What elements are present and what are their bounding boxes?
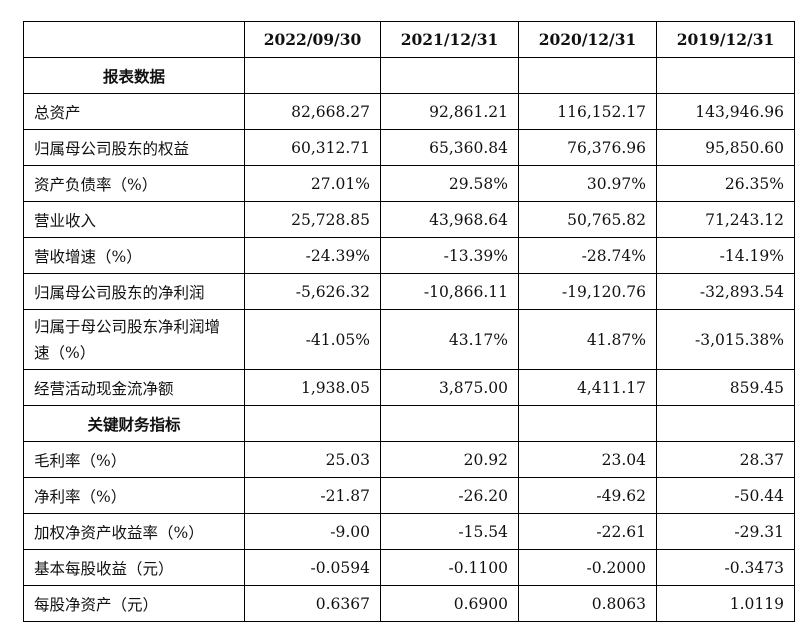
cell-value: -5,626.32 bbox=[244, 273, 381, 310]
financial-table: 2022/09/30 2021/12/31 2020/12/31 2019/12… bbox=[23, 21, 795, 622]
empty-cell bbox=[656, 405, 795, 442]
row-label: 每股净资产（元） bbox=[23, 585, 245, 622]
cell-value: -22.61 bbox=[518, 513, 657, 550]
cell-value: -50.44 bbox=[656, 477, 795, 514]
cell-value: -29.31 bbox=[656, 513, 795, 550]
row-label: 资产负债率（%） bbox=[23, 165, 245, 202]
table-row: 归属于母公司股东净利润增速（%） -41.05% 43.17% 41.87% -… bbox=[23, 309, 795, 370]
cell-value: 143,946.96 bbox=[656, 93, 795, 130]
cell-value: 26.35% bbox=[656, 165, 795, 202]
cell-value: 95,850.60 bbox=[656, 129, 795, 166]
table-row: 资产负债率（%） 27.01% 29.58% 30.97% 26.35% bbox=[23, 165, 795, 202]
row-label: 归属母公司股东的净利润 bbox=[23, 273, 245, 310]
cell-value: 60,312.71 bbox=[244, 129, 381, 166]
row-label: 归属于母公司股东净利润增速（%） bbox=[23, 309, 245, 370]
cell-value: 4,411.17 bbox=[518, 369, 657, 406]
cell-value: 71,243.12 bbox=[656, 201, 795, 238]
table-row: 营收增速（%） -24.39% -13.39% -28.74% -14.19% bbox=[23, 237, 795, 274]
section-title: 关键财务指标 bbox=[23, 405, 245, 442]
cell-value: 0.6367 bbox=[244, 585, 381, 622]
cell-value: -14.19% bbox=[656, 237, 795, 274]
cell-value: -15.54 bbox=[380, 513, 519, 550]
cell-value: 25,728.85 bbox=[244, 201, 381, 238]
row-label: 毛利率（%） bbox=[23, 441, 245, 478]
row-label: 基本每股收益（元） bbox=[23, 549, 245, 586]
cell-value: -13.39% bbox=[380, 237, 519, 274]
empty-cell bbox=[518, 57, 657, 94]
cell-value: -0.1100 bbox=[380, 549, 519, 586]
cell-value: 3,875.00 bbox=[380, 369, 519, 406]
cell-value: 1.0119 bbox=[656, 585, 795, 622]
table-row: 毛利率（%） 25.03 20.92 23.04 28.37 bbox=[23, 441, 795, 478]
cell-value: -21.87 bbox=[244, 477, 381, 514]
table-row: 归属母公司股东的净利润 -5,626.32 -10,866.11 -19,120… bbox=[23, 273, 795, 310]
cell-value: -41.05% bbox=[244, 309, 381, 370]
cell-value: 43,968.64 bbox=[380, 201, 519, 238]
cell-value: -49.62 bbox=[518, 477, 657, 514]
cell-value: 20.92 bbox=[380, 441, 519, 478]
cell-value: 50,765.82 bbox=[518, 201, 657, 238]
row-label: 营业收入 bbox=[23, 201, 245, 238]
cell-value: 30.97% bbox=[518, 165, 657, 202]
cell-value: 41.87% bbox=[518, 309, 657, 370]
cell-value: 23.04 bbox=[518, 441, 657, 478]
row-label: 经营活动现金流净额 bbox=[23, 369, 245, 406]
header-row: 2022/09/30 2021/12/31 2020/12/31 2019/12… bbox=[23, 21, 795, 58]
cell-value: -26.20 bbox=[380, 477, 519, 514]
cell-value: -0.0594 bbox=[244, 549, 381, 586]
table-row: 经营活动现金流净额 1,938.05 3,875.00 4,411.17 859… bbox=[23, 369, 795, 406]
table-row: 净利率（%） -21.87 -26.20 -49.62 -50.44 bbox=[23, 477, 795, 514]
table-row: 营业收入 25,728.85 43,968.64 50,765.82 71,24… bbox=[23, 201, 795, 238]
cell-value: 29.58% bbox=[380, 165, 519, 202]
cell-value: 25.03 bbox=[244, 441, 381, 478]
cell-value: -32,893.54 bbox=[656, 273, 795, 310]
row-label: 归属母公司股东的权益 bbox=[23, 129, 245, 166]
section-header-row: 关键财务指标 bbox=[23, 405, 795, 442]
cell-value: -24.39% bbox=[244, 237, 381, 274]
table-row: 归属母公司股东的权益 60,312.71 65,360.84 76,376.96… bbox=[23, 129, 795, 166]
table-row: 基本每股收益（元） -0.0594 -0.1100 -0.2000 -0.347… bbox=[23, 549, 795, 586]
empty-cell bbox=[380, 57, 519, 94]
cell-value: -28.74% bbox=[518, 237, 657, 274]
cell-value: 82,668.27 bbox=[244, 93, 381, 130]
cell-value: 92,861.21 bbox=[380, 93, 519, 130]
empty-cell bbox=[518, 405, 657, 442]
cell-value: 65,360.84 bbox=[380, 129, 519, 166]
cell-value: -0.2000 bbox=[518, 549, 657, 586]
cell-value: 43.17% bbox=[380, 309, 519, 370]
empty-cell bbox=[380, 405, 519, 442]
cell-value: -3,015.38% bbox=[656, 309, 795, 370]
table-row: 总资产 82,668.27 92,861.21 116,152.17 143,9… bbox=[23, 93, 795, 130]
section-title: 报表数据 bbox=[23, 57, 245, 94]
row-label: 加权净资产收益率（%） bbox=[23, 513, 245, 550]
cell-value: 0.6900 bbox=[380, 585, 519, 622]
cell-value: 859.45 bbox=[656, 369, 795, 406]
cell-value: 27.01% bbox=[244, 165, 381, 202]
row-label: 营收增速（%） bbox=[23, 237, 245, 274]
cell-value: 76,376.96 bbox=[518, 129, 657, 166]
empty-cell bbox=[244, 57, 381, 94]
row-label: 净利率（%） bbox=[23, 477, 245, 514]
cell-value: -0.3473 bbox=[656, 549, 795, 586]
cell-value: 1,938.05 bbox=[244, 369, 381, 406]
empty-cell bbox=[656, 57, 795, 94]
cell-value: 28.37 bbox=[656, 441, 795, 478]
row-label: 总资产 bbox=[23, 93, 245, 130]
column-header: 2020/12/31 bbox=[518, 21, 657, 58]
table-row: 加权净资产收益率（%） -9.00 -15.54 -22.61 -29.31 bbox=[23, 513, 795, 550]
column-header: 2021/12/31 bbox=[380, 21, 519, 58]
cell-value: -9.00 bbox=[244, 513, 381, 550]
cell-value: 0.8063 bbox=[518, 585, 657, 622]
table-row: 每股净资产（元） 0.6367 0.6900 0.8063 1.0119 bbox=[23, 585, 795, 622]
section-header-row: 报表数据 bbox=[23, 57, 795, 94]
cell-value: 116,152.17 bbox=[518, 93, 657, 130]
column-header: 2019/12/31 bbox=[656, 21, 795, 58]
column-header: 2022/09/30 bbox=[244, 21, 381, 58]
empty-cell bbox=[244, 405, 381, 442]
cell-value: -19,120.76 bbox=[518, 273, 657, 310]
header-blank-cell bbox=[23, 21, 245, 58]
cell-value: -10,866.11 bbox=[380, 273, 519, 310]
